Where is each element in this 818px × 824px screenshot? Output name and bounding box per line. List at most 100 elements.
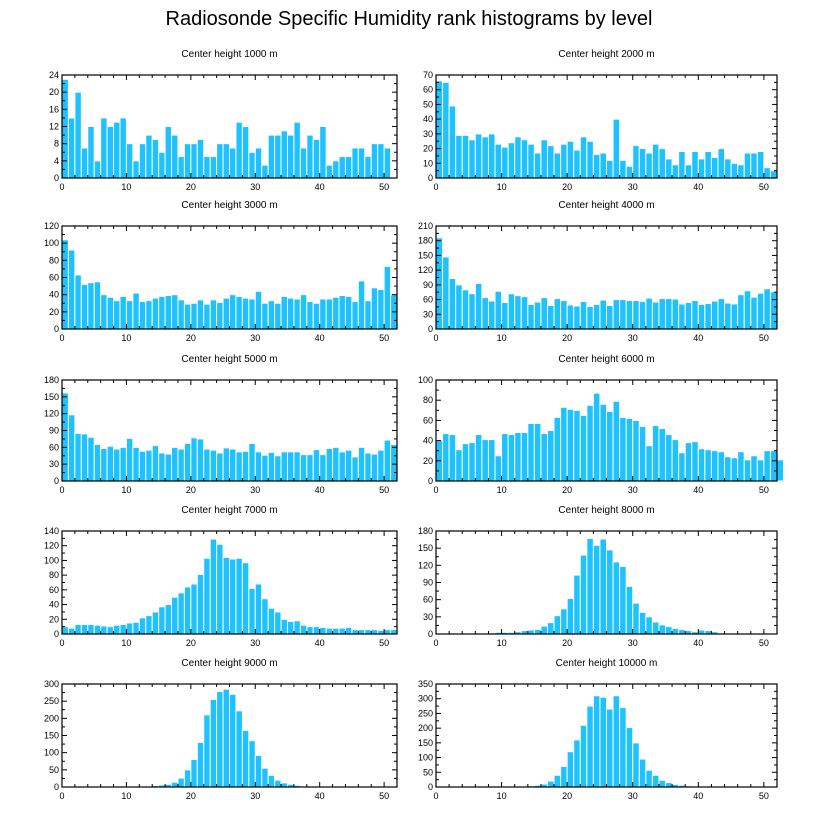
bar (546, 145, 555, 179)
bar (235, 710, 243, 788)
bar (357, 446, 366, 482)
chart-title: Center height 5000 m (181, 354, 277, 365)
bar (61, 239, 69, 330)
bar (280, 295, 288, 330)
bar (286, 451, 295, 482)
y-tick-label: 0 (428, 324, 433, 334)
bar (280, 451, 288, 482)
bar (344, 626, 353, 635)
x-tick-label: 10 (497, 182, 507, 192)
bar (487, 439, 496, 482)
bar (619, 565, 627, 635)
y-tick-label: 40 (423, 114, 433, 124)
bar (684, 442, 693, 482)
bar (209, 299, 218, 330)
bar (632, 145, 640, 179)
y-tick-label: 250 (44, 696, 59, 706)
bar (248, 442, 256, 482)
bar (592, 695, 601, 788)
bar (756, 459, 765, 482)
x-tick-label: 40 (693, 333, 703, 343)
bar (658, 148, 667, 179)
bar (74, 623, 82, 635)
x-tick-label: 20 (186, 791, 196, 801)
bar (606, 708, 614, 788)
bar (566, 751, 575, 788)
bar (235, 295, 243, 330)
y-tick-label: 100 (418, 753, 433, 763)
bar (312, 302, 321, 330)
y-tick-label: 0 (428, 476, 433, 486)
bar (151, 445, 160, 482)
bar (325, 627, 334, 635)
bar (573, 574, 581, 635)
bar (691, 300, 699, 330)
bar (158, 606, 166, 635)
bar (164, 604, 173, 635)
y-tick-label: 0 (54, 173, 59, 183)
y-tick-label: 180 (44, 375, 59, 385)
bar (461, 289, 470, 330)
bar (344, 156, 353, 179)
bar (248, 298, 256, 330)
y-tick-label: 60 (423, 415, 433, 425)
bar (632, 602, 640, 635)
bar (579, 554, 588, 635)
bar (216, 143, 224, 179)
page-title: Radiosonde Specific Humidity rank histog… (165, 8, 653, 30)
bar (113, 448, 121, 482)
bar (138, 450, 147, 482)
bar (158, 452, 166, 482)
bar (586, 537, 594, 635)
y-tick-label: 300 (418, 694, 433, 704)
bar (274, 302, 282, 330)
bar (651, 621, 660, 635)
bar (750, 296, 758, 330)
bar (229, 693, 237, 788)
bar (229, 147, 237, 179)
bar (87, 126, 95, 179)
bar (442, 256, 450, 330)
y-tick-label: 40 (49, 290, 59, 300)
bar (390, 444, 398, 482)
x-tick-label: 30 (628, 638, 638, 648)
y-tick-label: 0 (54, 324, 59, 334)
bar (645, 297, 653, 330)
bar (177, 156, 185, 179)
bar (717, 298, 726, 330)
bar (461, 443, 470, 482)
y-tick-label: 20 (49, 87, 59, 97)
bar (540, 625, 548, 635)
bar (171, 781, 179, 788)
bar (299, 454, 308, 482)
bar (319, 626, 327, 635)
bar (710, 156, 719, 179)
bar (455, 134, 463, 179)
bar (364, 452, 372, 482)
bar (651, 424, 660, 482)
bar (560, 143, 568, 179)
bar (455, 284, 463, 330)
bar (222, 688, 231, 788)
bar (286, 620, 295, 635)
bar (377, 449, 385, 482)
chart-title: Center height 1000 m (181, 49, 277, 60)
bar (370, 629, 379, 635)
y-tick-label: 30 (423, 612, 433, 622)
bar (612, 561, 621, 635)
y-tick-label: 0 (54, 476, 59, 486)
bar (87, 623, 95, 635)
x-tick-label: 30 (628, 333, 638, 343)
bar (737, 294, 745, 330)
bar (665, 782, 673, 788)
y-tick-label: 180 (418, 526, 433, 536)
chart-panel-7: Center height 8000 m 0 10 20 30 40 50 0 30 60 90 12… (418, 505, 778, 648)
bar (299, 624, 308, 635)
bar (119, 117, 127, 179)
bar (254, 290, 263, 330)
y-tick-label: 4 (54, 156, 59, 166)
chart-panel-2: Center height 3000 m 0 10 20 30 40 50 0 20 40 60 80… (44, 200, 398, 343)
bar (241, 729, 250, 788)
bar (697, 448, 706, 482)
bar (261, 302, 269, 330)
